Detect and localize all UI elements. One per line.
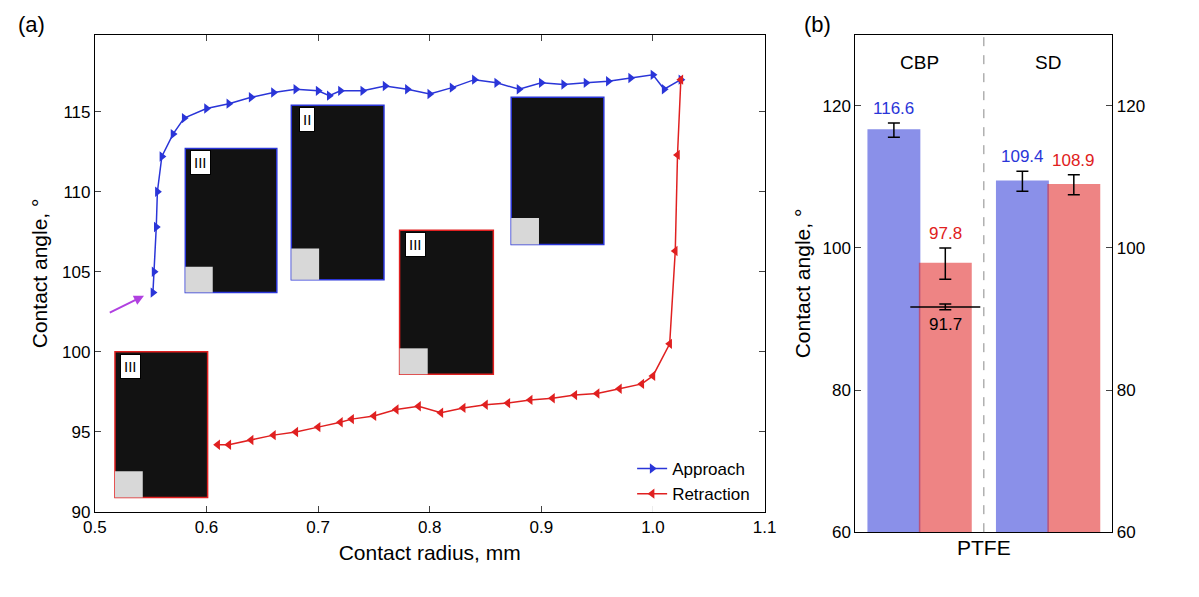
- svg-text:90: 90: [72, 503, 91, 522]
- svg-text:0.8: 0.8: [418, 518, 442, 537]
- svg-text:Contact angle, °: Contact angle, °: [28, 199, 51, 349]
- svg-text:(a): (a): [18, 12, 45, 37]
- svg-text:0.6: 0.6: [195, 518, 219, 537]
- svg-text:(b): (b): [804, 12, 831, 37]
- svg-text:Retraction: Retraction: [672, 485, 749, 504]
- svg-text:60: 60: [832, 523, 851, 542]
- svg-text:0.7: 0.7: [306, 518, 330, 537]
- svg-text:III: III: [124, 358, 137, 375]
- svg-text:120: 120: [1117, 97, 1145, 116]
- svg-text:III: III: [194, 154, 207, 171]
- svg-text:CBP: CBP: [900, 52, 939, 73]
- svg-text:0.9: 0.9: [530, 518, 554, 537]
- svg-text:PTFE: PTFE: [957, 536, 1011, 559]
- svg-text:115: 115: [63, 103, 90, 122]
- svg-text:80: 80: [832, 381, 851, 400]
- svg-text:II: II: [303, 111, 311, 128]
- svg-text:100: 100: [1117, 239, 1145, 258]
- svg-text:100: 100: [62, 343, 90, 362]
- svg-text:III: III: [409, 236, 422, 253]
- svg-text:0.5: 0.5: [83, 518, 107, 537]
- svg-text:Contact angle, °: Contact angle, °: [791, 209, 814, 359]
- svg-text:110: 110: [63, 183, 90, 202]
- svg-text:97.8: 97.8: [929, 224, 962, 243]
- svg-text:1.0: 1.0: [641, 518, 665, 537]
- svg-text:60: 60: [1117, 523, 1136, 542]
- svg-text:108.9: 108.9: [1052, 151, 1095, 170]
- svg-text:95: 95: [72, 423, 91, 442]
- svg-text:Approach: Approach: [672, 460, 745, 479]
- svg-text:SD: SD: [1035, 52, 1061, 73]
- svg-text:120: 120: [823, 97, 851, 116]
- svg-text:80: 80: [1117, 381, 1136, 400]
- svg-text:100: 100: [823, 239, 851, 258]
- svg-text:109.4: 109.4: [1001, 147, 1044, 166]
- svg-text:116.6: 116.6: [873, 99, 914, 118]
- svg-text:1.1: 1.1: [753, 518, 777, 537]
- svg-text:91.7: 91.7: [929, 315, 962, 334]
- svg-text:Contact radius, mm: Contact radius, mm: [339, 541, 521, 564]
- svg-text:105: 105: [62, 263, 90, 282]
